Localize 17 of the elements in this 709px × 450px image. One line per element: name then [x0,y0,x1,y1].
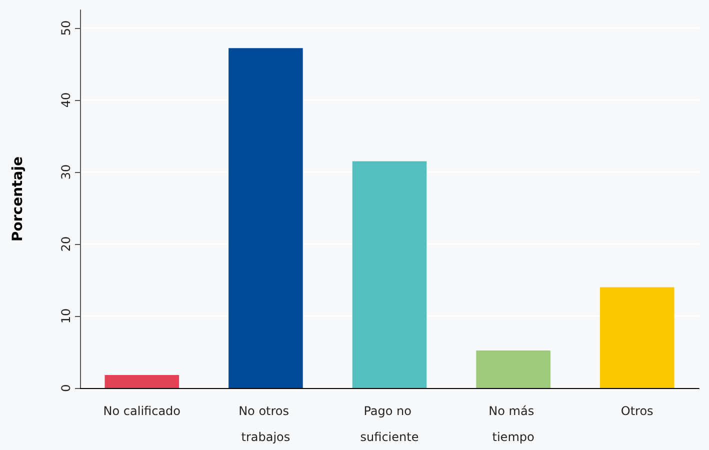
y-tick-label: 40 [59,92,73,108]
bar [104,375,180,388]
bar [600,287,674,388]
x-tick-label: Pago no suficiente [360,404,419,444]
y-axis-title: Porcentaje [10,156,26,242]
y-tick-label: 50 [59,20,73,36]
y-tick-label: 20 [59,236,73,252]
y-tick-label: 10 [59,308,73,324]
x-tick-label: No más tiempo [488,404,538,444]
bar [228,48,303,388]
y-tick-label: 0 [59,384,73,392]
x-tick-label: Otros [620,404,654,418]
bar [476,350,550,388]
bar [352,161,427,388]
x-tick-label: No calificado [103,404,181,418]
x-tick-label: No otros trabajos [238,404,293,444]
y-tick-label: 30 [59,164,73,180]
